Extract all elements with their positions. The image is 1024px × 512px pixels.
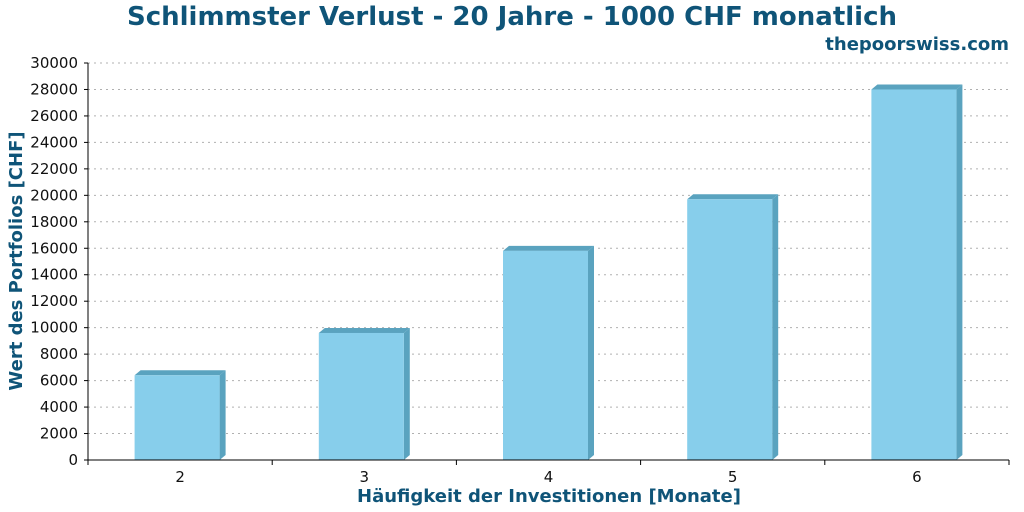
bar-2: [134, 370, 226, 460]
x-tick-label: 5: [728, 468, 738, 486]
bar-side-face: [588, 245, 594, 460]
y-tick-label: 22000: [30, 160, 78, 178]
brand-label: thepoorswiss.com: [825, 34, 1009, 55]
y-tick-label: 28000: [30, 80, 78, 98]
bar-5: [687, 194, 779, 460]
x-axis-label: Häufigkeit der Investitionen [Monate]: [357, 486, 741, 507]
x-tick-label: 6: [912, 468, 922, 486]
bar-4: [503, 245, 594, 460]
bar-top-face: [503, 245, 594, 251]
y-tick-label: 8000: [40, 345, 78, 363]
y-tick-label: 16000: [30, 239, 78, 257]
bar-side-face: [956, 84, 963, 460]
y-tick-label: 0: [68, 451, 78, 469]
y-tick-label: 6000: [40, 372, 78, 390]
y-tick-label: 14000: [30, 266, 78, 284]
chart-title: Schlimmster Verlust - 20 Jahre - 1000 CH…: [127, 2, 897, 32]
bar-front-face: [871, 89, 957, 460]
y-tick-label: 18000: [30, 213, 78, 231]
y-tick-label: 30000: [30, 54, 78, 72]
x-tick-label: 3: [360, 468, 370, 486]
bar-side-face: [772, 194, 779, 460]
bar-front-face: [318, 332, 404, 460]
bar-side-face: [403, 327, 410, 460]
y-tick-label: 2000: [40, 425, 78, 443]
y-tick-label: 4000: [40, 398, 78, 416]
bar-front-face: [503, 250, 588, 460]
bar-top-face: [871, 84, 963, 90]
bar-side-face: [219, 370, 226, 460]
tick-labels: 0 2000 4000 6000 8000 10000 12000 14000 16000 180…: [30, 54, 921, 486]
y-tick-label: 20000: [30, 186, 78, 204]
y-tick-label: 24000: [30, 133, 78, 151]
bar-6: [871, 84, 963, 460]
bar-top-face: [134, 370, 226, 376]
y-tick-label: 10000: [30, 319, 78, 337]
y-tick-label: 26000: [30, 107, 78, 125]
bar-front-face: [134, 375, 220, 460]
bar-top-face: [318, 327, 410, 333]
y-tick-label: 12000: [30, 292, 78, 310]
axes: [84, 62, 1010, 465]
bar-3: [318, 327, 410, 460]
x-tick-label: 2: [175, 468, 185, 486]
bar-front-face: [687, 199, 773, 460]
y-axis-label: Wert des Portfolios [CHF]: [6, 131, 27, 390]
bars-group: [134, 84, 963, 460]
x-tick-label: 4: [544, 468, 554, 486]
bar-top-face: [687, 194, 779, 200]
